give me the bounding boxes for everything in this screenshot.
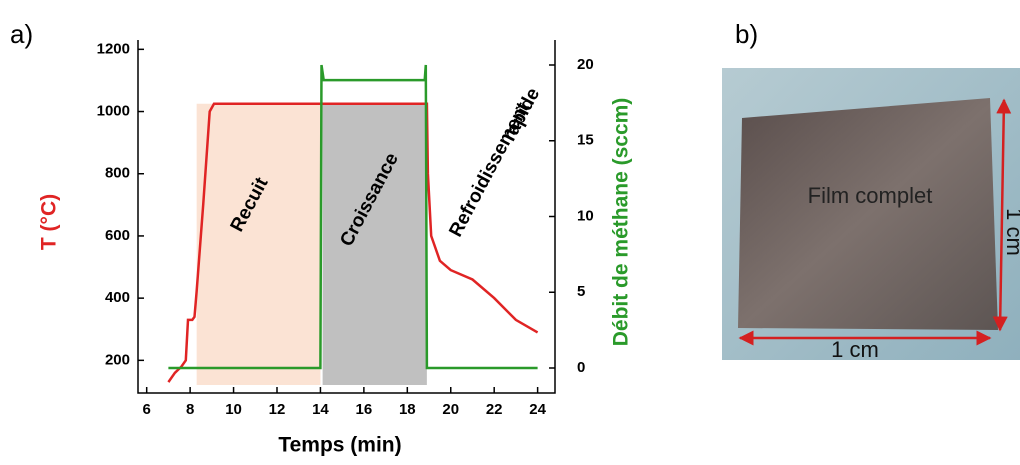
y2-tick-label: 20 xyxy=(577,56,594,73)
x-tick-label: 10 xyxy=(225,401,242,418)
x-axis-label: Temps (min) xyxy=(278,434,401,457)
series-line xyxy=(168,64,538,370)
photo-caption: Film complet xyxy=(808,183,933,208)
panel-label: b) xyxy=(735,19,758,49)
height-label: 1 cm xyxy=(1002,208,1020,256)
x-tick-label: 14 xyxy=(312,401,329,418)
height-arrow xyxy=(992,98,1012,332)
y2-tick-label: 15 xyxy=(577,132,594,149)
width-label: 1 cm xyxy=(831,337,879,362)
panel-label: a) xyxy=(10,19,33,49)
y-tick-label: 800 xyxy=(105,165,130,182)
series-line xyxy=(167,102,539,383)
x-tick-label: 16 xyxy=(356,401,373,418)
y-tick-label: 1000 xyxy=(97,103,130,120)
y2-tick-label: 0 xyxy=(577,359,585,376)
photo: Film complet 1 cm 1 cm xyxy=(722,68,1020,362)
y2-axis-label: Débit de méthane (sccm) xyxy=(610,98,633,347)
x-tick-label: 18 xyxy=(399,401,416,418)
y-axis-label: T (°C) xyxy=(38,194,61,250)
x-tick-label: 6 xyxy=(143,401,151,418)
y-tick-label: 600 xyxy=(105,227,130,244)
x-tick-label: 20 xyxy=(442,401,459,418)
film xyxy=(738,98,998,330)
y-tick-label: 400 xyxy=(105,289,130,306)
y2-tick-label: 5 xyxy=(577,283,585,300)
region xyxy=(322,103,427,386)
x-tick-label: 24 xyxy=(529,401,546,418)
x-tick-label: 12 xyxy=(269,401,286,418)
annotation: rapide xyxy=(499,85,544,145)
y-tick-label: 1200 xyxy=(97,40,130,57)
y-tick-label: 200 xyxy=(105,351,130,368)
x-tick-label: 22 xyxy=(486,401,503,418)
y2-tick-label: 10 xyxy=(577,207,594,224)
x-tick-label: 8 xyxy=(186,401,194,418)
region xyxy=(196,103,321,386)
